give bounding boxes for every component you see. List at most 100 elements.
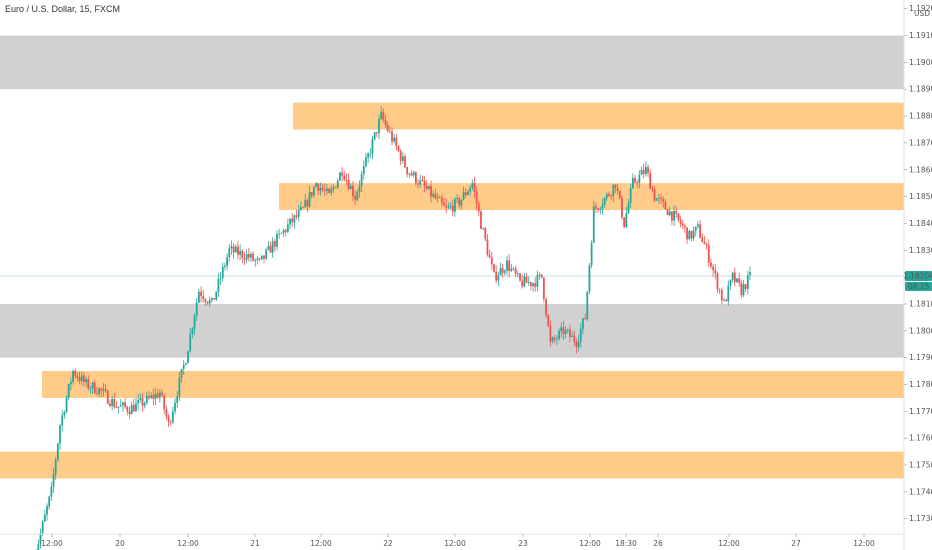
candle-body: [321, 188, 324, 190]
candle-body: [540, 274, 543, 278]
candle: [369, 148, 372, 159]
candle: [323, 183, 326, 196]
candle: [473, 177, 476, 199]
time-tick-label: 26: [653, 539, 663, 548]
candle-body: [282, 230, 285, 234]
candle: [393, 133, 396, 144]
candle-body: [542, 277, 545, 299]
candle: [291, 213, 294, 227]
candle-body: [579, 328, 582, 342]
candle-body: [443, 202, 445, 206]
candle: [625, 206, 628, 229]
candle: [536, 270, 539, 292]
candle-body: [512, 268, 515, 270]
candle: [495, 265, 498, 284]
candle: [497, 271, 500, 287]
candle-body: [382, 111, 385, 120]
candle-body: [603, 198, 606, 205]
candle-body: [343, 175, 346, 180]
candle-body: [486, 239, 489, 255]
candle: [50, 482, 53, 501]
candle: [575, 338, 578, 354]
candle-body: [497, 275, 500, 281]
candle-body: [480, 211, 482, 229]
candle: [100, 387, 103, 397]
time-tick-label: 20: [115, 539, 125, 548]
candle-body: [564, 330, 567, 334]
candle-body: [349, 185, 352, 190]
candle: [458, 196, 461, 209]
candle: [569, 324, 571, 342]
candle: [202, 289, 205, 303]
candle: [477, 201, 480, 216]
candle: [599, 206, 602, 215]
price-axis[interactable]: 1.19200 1.19100 1.19000 1.18900 1.18800 1.187…: [904, 4, 932, 523]
candle: [245, 249, 248, 264]
candle-body: [241, 250, 244, 258]
candle-body: [152, 395, 155, 399]
candle: [358, 180, 361, 198]
candle-body: [397, 146, 400, 152]
candle-body: [85, 379, 87, 383]
candle-body: [332, 187, 335, 190]
candle: [263, 255, 265, 264]
candle-body: [228, 248, 231, 258]
candle-body: [117, 406, 120, 408]
candle: [486, 234, 489, 257]
candle: [234, 244, 237, 253]
candle: [746, 270, 749, 295]
candle: [655, 197, 658, 201]
candle: [521, 274, 524, 289]
time-tick-label: 18:30: [615, 539, 637, 548]
candle: [226, 253, 229, 271]
currency-label: USD: [914, 9, 930, 18]
zone-grey-4: [0, 303, 904, 358]
candle: [456, 194, 458, 204]
candle-body: [562, 327, 565, 334]
candle: [716, 271, 719, 293]
candle: [644, 161, 647, 177]
candle: [642, 163, 645, 179]
candle-body: [456, 198, 458, 199]
candle: [673, 205, 675, 226]
candle: [475, 186, 478, 211]
candle: [577, 335, 580, 352]
candle: [137, 394, 140, 411]
candle: [267, 241, 270, 251]
candle-body: [83, 375, 85, 383]
time-tick-label: 27: [791, 539, 801, 548]
candle: [677, 213, 680, 223]
candle: [469, 184, 472, 196]
candle: [117, 406, 120, 414]
candle-body: [191, 328, 194, 335]
candle: [347, 173, 350, 191]
price-tick-label: 1.17900: [909, 353, 932, 362]
candle: [345, 173, 348, 186]
candle: [295, 209, 298, 220]
candle: [176, 391, 179, 409]
candle: [354, 190, 357, 206]
candle-body: [345, 179, 348, 181]
candle-body: [595, 206, 597, 209]
candle-body: [260, 255, 263, 260]
time-axis[interactable]: 12:00 20 12:00 21 12:00 22 12:00 23 12:00 18:30 26…: [41, 534, 875, 548]
candle: [141, 393, 144, 412]
candle: [191, 327, 194, 339]
candles-layer: [35, 106, 751, 550]
candle-body: [601, 204, 604, 209]
candle: [621, 195, 623, 220]
candle-body: [534, 283, 537, 287]
candle: [213, 297, 215, 300]
candle-body: [310, 192, 313, 196]
candle: [397, 145, 400, 153]
candle: [78, 371, 81, 385]
candle-body: [113, 399, 116, 408]
candle-body: [697, 224, 699, 227]
candle: [529, 281, 532, 291]
candle: [165, 405, 168, 420]
candle-body: [720, 290, 723, 301]
candle: [534, 277, 537, 292]
candle-body: [634, 177, 636, 183]
candle-body: [356, 192, 359, 200]
